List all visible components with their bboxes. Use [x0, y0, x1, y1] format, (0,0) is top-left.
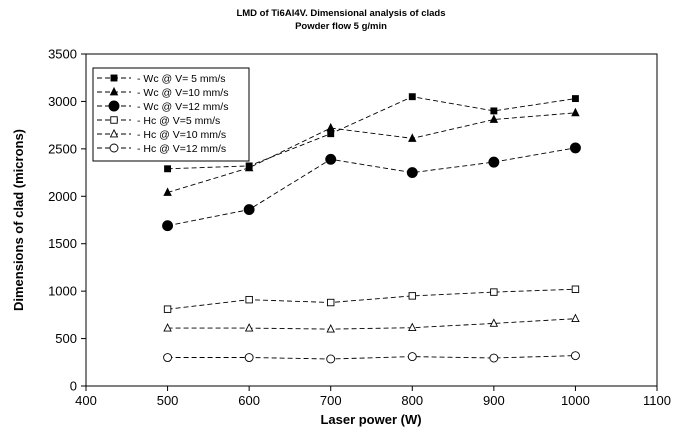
data-point: [325, 153, 337, 165]
data-point: [408, 292, 416, 300]
legend-label: - Hc @ V=10 mm/s: [137, 129, 226, 141]
data-point: [243, 204, 255, 216]
data-point: [489, 353, 499, 363]
data-point: [163, 353, 173, 362]
series-line: [167, 355, 576, 360]
series-line: [167, 288, 576, 310]
data-point: [408, 322, 417, 332]
legend-marker: [109, 86, 119, 96]
x-tick-label: 500: [157, 393, 179, 408]
y-tick-label: 2000: [48, 189, 77, 204]
legend-marker: [109, 143, 119, 153]
series-line: [167, 112, 576, 193]
chart-subtitle: Powder flow 5 g/min: [295, 21, 387, 32]
data-point: [408, 93, 416, 101]
data-point: [406, 167, 418, 179]
plot-area-frame: [85, 53, 658, 387]
x-axis: 400 500 600 700 800 900 1000 1100: [75, 386, 671, 408]
data-point: [163, 187, 172, 196]
x-tick-label: 600: [238, 393, 260, 408]
data-point: [244, 353, 254, 362]
data-point: [488, 156, 500, 168]
legend-item: - Hc @ V=10 mm/s: [97, 129, 226, 141]
data-point: [326, 324, 335, 333]
data-point: [326, 122, 335, 132]
legend-label: - Hc @ V=5 mm/s: [137, 115, 220, 127]
data-point: [571, 313, 580, 323]
data-point: [164, 165, 172, 173]
data-point: [163, 323, 172, 332]
data-point: [490, 288, 498, 296]
y-tick-label: 3500: [48, 47, 77, 62]
series-layer: [162, 93, 581, 364]
y-tick-label: 0: [70, 379, 77, 394]
legend-box: [92, 67, 250, 162]
legend: - Wc @ V= 5 mm/s - Wc @ V=10 mm/s - Wc @ V…: [92, 67, 250, 162]
data-point: [162, 220, 174, 232]
x-tick-label: 1100: [643, 393, 671, 408]
legend-marker: [110, 74, 118, 82]
series-6: [163, 351, 580, 364]
data-point: [571, 285, 580, 293]
series-line: [167, 147, 576, 227]
legend-item: - Hc @ V=12 mm/s: [97, 143, 226, 155]
series-1: [164, 93, 579, 173]
data-point: [244, 323, 254, 332]
series-3: [162, 142, 581, 232]
data-point: [490, 107, 498, 115]
series-2: [163, 107, 580, 196]
legend-marker: [110, 116, 118, 124]
series-line: [167, 318, 576, 330]
legend-item: - Hc @ V=5 mm/s: [97, 115, 220, 127]
y-axis-label: Dimensions of clad (microns): [11, 129, 26, 311]
y-tick-label: 1500: [48, 236, 77, 251]
data-point: [163, 305, 172, 313]
y-tick-label: 1000: [48, 284, 77, 299]
data-point: [326, 354, 336, 364]
data-point: [245, 295, 253, 304]
legend-item: - Wc @ V=12 mm/s: [97, 100, 228, 113]
y-axis: 0 500 1000 1500 2000 2500 3000 3500: [48, 47, 86, 394]
series-5: [163, 313, 580, 333]
data-point: [408, 133, 417, 142]
x-axis-label: Laser power (W): [320, 412, 421, 427]
legend-marker: [108, 100, 120, 112]
y-tick-label: 3000: [48, 94, 77, 109]
legend-marker: [109, 128, 119, 138]
data-point: [489, 114, 499, 123]
legend-item: - Wc @ V= 5 mm/s: [97, 73, 226, 85]
x-tick-label: 1000: [561, 393, 590, 408]
chart-title: LMD of Ti6Al4V. Dimensional analysis of …: [236, 8, 445, 19]
legend-label: - Hc @ V=12 mm/s: [137, 143, 226, 155]
data-point: [327, 298, 335, 307]
series-line: [167, 96, 576, 170]
y-tick-label: 2500: [48, 141, 77, 156]
data-point: [327, 130, 335, 138]
data-point: [570, 351, 580, 361]
data-point: [489, 318, 499, 327]
series-4: [163, 285, 580, 313]
x-tick-label: 800: [401, 393, 423, 408]
x-tick-label: 400: [75, 393, 97, 408]
x-tick-label: 900: [483, 393, 505, 408]
legend-label: - Wc @ V=10 mm/s: [137, 87, 228, 99]
data-point: [571, 95, 579, 103]
y-tick-label: 500: [55, 331, 77, 346]
legend-item: - Wc @ V=10 mm/s: [97, 87, 228, 99]
data-point: [244, 162, 254, 172]
data-point: [571, 107, 580, 117]
legend-label: - Wc @ V=12 mm/s: [137, 101, 228, 113]
x-tick-label: 700: [320, 393, 342, 408]
legend-label: - Wc @ V= 5 mm/s: [137, 73, 226, 85]
data-point: [407, 352, 417, 362]
data-point: [569, 142, 581, 154]
